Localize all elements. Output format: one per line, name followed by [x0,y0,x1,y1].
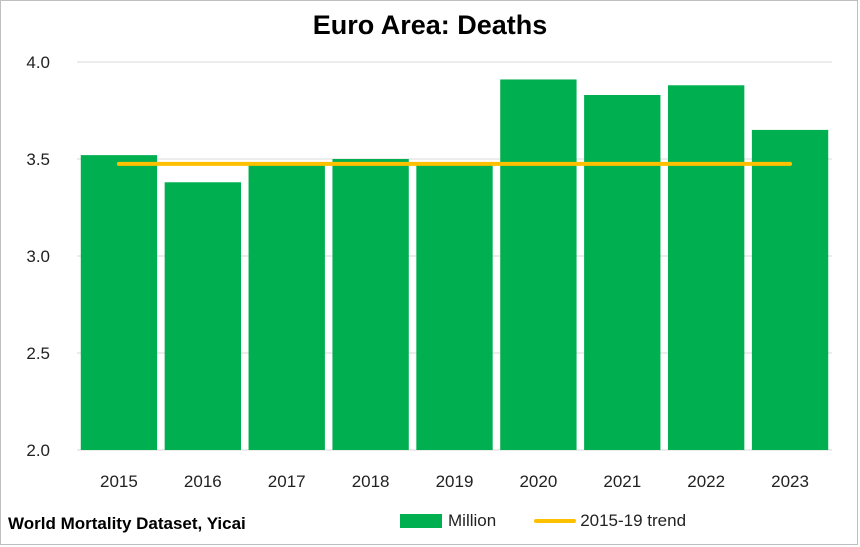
x-tick-label: 2022 [687,472,725,491]
x-tick-label: 2023 [771,472,809,491]
legend-item-bars: Million [400,511,496,531]
y-tick-label: 3.5 [26,150,50,169]
bar [248,162,325,450]
bar [416,162,493,450]
x-tick-label: 2015 [100,472,138,491]
y-tick-label: 4.0 [26,53,50,72]
legend-swatch-bars [400,514,442,528]
legend: Million 2015-19 trend [400,511,724,531]
bar [667,85,745,450]
bar [584,94,661,450]
y-tick-label: 3.0 [26,247,50,266]
bar [332,159,409,450]
bar [80,155,158,450]
x-tick-label: 2016 [184,472,222,491]
y-axis-ticks: 2.0 2.5 3.0 3.5 4.0 [26,53,50,460]
legend-swatch-trend [534,519,577,523]
legend-label-bars: Million [448,511,497,530]
bar [500,79,577,451]
source-note: World Mortality Dataset, Yicai [8,514,246,533]
bars [80,79,829,451]
x-tick-label: 2021 [603,472,641,491]
x-tick-label: 2020 [519,472,557,491]
x-tick-label: 2017 [268,472,306,491]
legend-item-trend: 2015-19 trend [534,511,686,531]
x-tick-label: 2018 [352,472,390,491]
y-tick-label: 2.5 [26,344,50,363]
bar [164,182,242,450]
x-axis-ticks: 2015 2016 2017 2018 2019 2020 2021 2022 2023 [100,472,809,491]
x-tick-label: 2019 [436,472,474,491]
bar [751,129,829,450]
chart-title: Euro Area: Deaths [312,10,548,40]
y-tick-label: 2.0 [26,441,50,460]
legend-label-trend: 2015-19 trend [580,511,687,530]
